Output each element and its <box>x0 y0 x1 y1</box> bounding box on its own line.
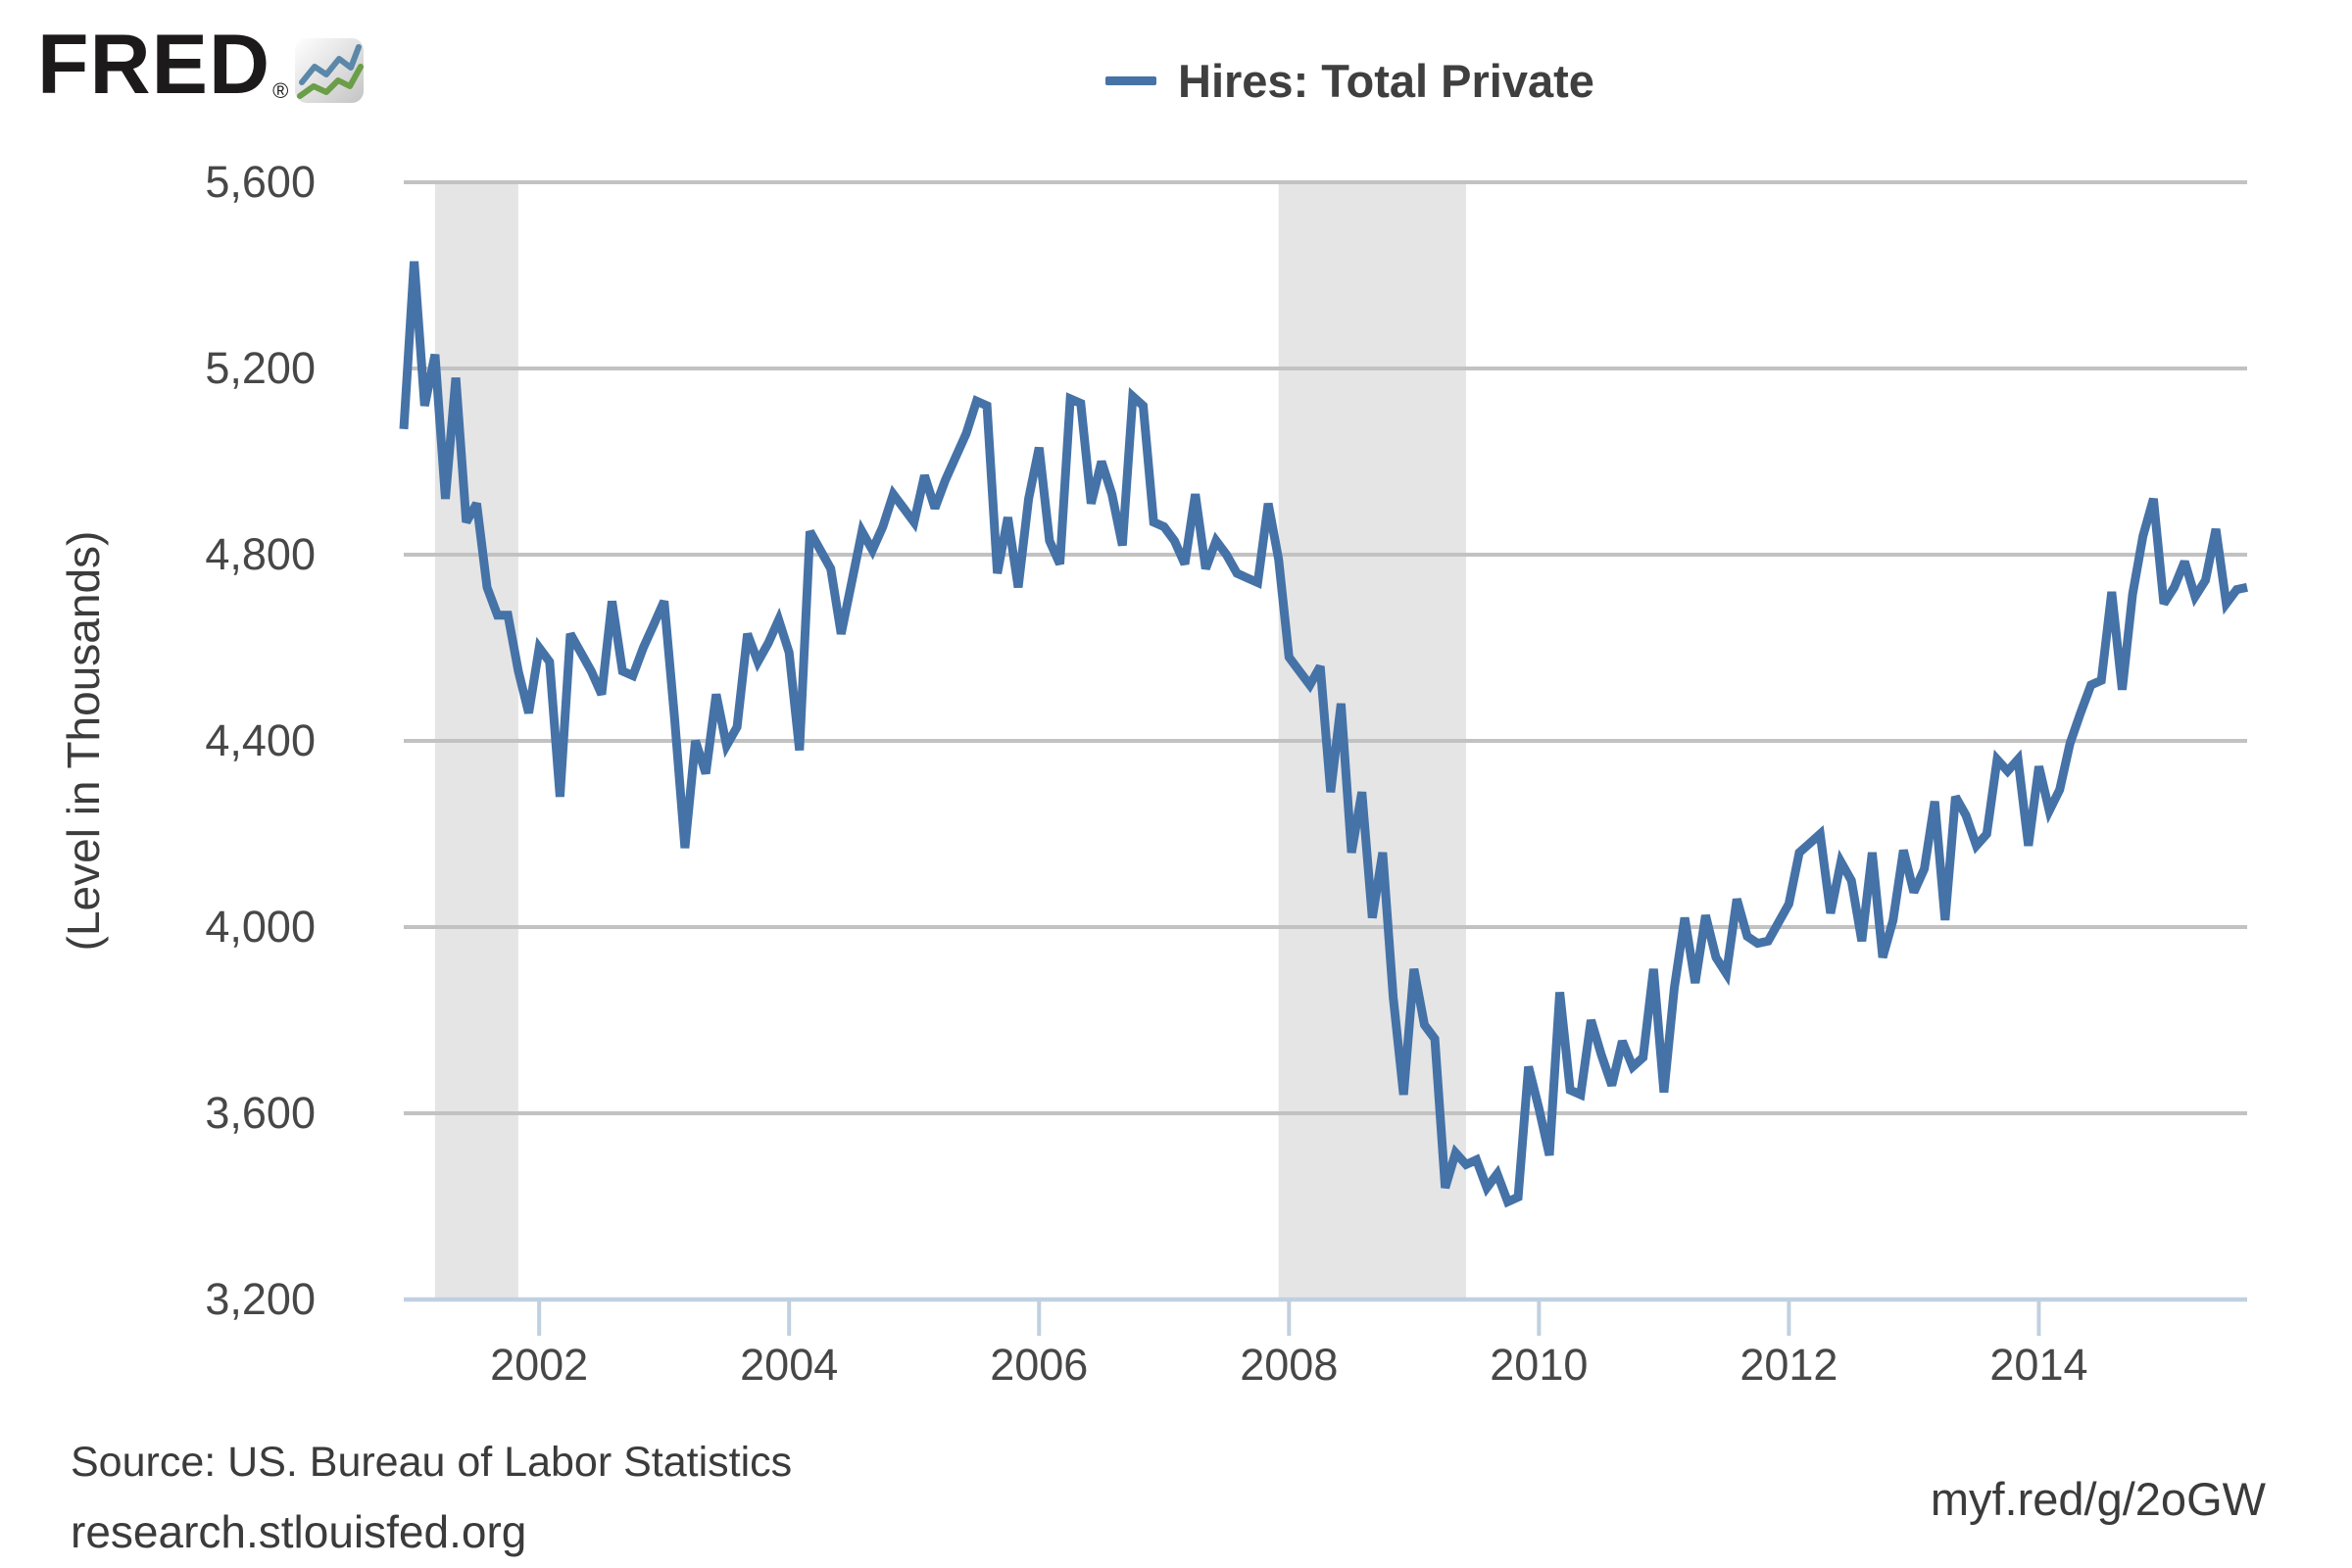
fred-logo-text: FRED <box>37 18 271 112</box>
legend-series-label: Hires: Total Private <box>1178 54 1594 107</box>
y-axis-tick-label: 4,400 <box>205 715 316 765</box>
y-axis-tick-label: 5,200 <box>205 343 316 393</box>
x-axis-tick-label: 2010 <box>1490 1340 1589 1390</box>
x-axis-tick-label: 2014 <box>1989 1340 2088 1390</box>
y-axis-tick-label: 3,600 <box>205 1088 316 1138</box>
y-axis-tick-label: 4,800 <box>205 529 316 579</box>
fred-logo: FRED ® <box>37 18 365 112</box>
x-axis-tick-label: 2004 <box>740 1340 839 1390</box>
source-note: Source: US. Bureau of Labor Statistics <box>71 1439 793 1486</box>
graph-short-url: myf.red/g/2oGW <box>1930 1473 2266 1525</box>
legend-line-swatch <box>1105 75 1156 85</box>
site-url: research.stlouisfed.org <box>71 1506 527 1557</box>
chart-legend: Hires: Total Private <box>1105 49 1594 112</box>
x-axis-tick-label: 2008 <box>1240 1340 1339 1390</box>
y-axis-tick-label: 3,200 <box>205 1274 316 1324</box>
y-axis-tick-label: 4,000 <box>205 902 316 952</box>
x-axis-tick-label: 2002 <box>490 1340 589 1390</box>
x-axis-tick-label: 2006 <box>990 1340 1089 1390</box>
registered-trademark-icon: ® <box>272 78 289 103</box>
x-axis-tick-label: 2012 <box>1740 1340 1838 1390</box>
fred-sparkline-icon <box>295 38 365 103</box>
data-line-hires-total-private <box>399 261 2248 1208</box>
y-axis-tick-label: 5,600 <box>205 157 316 207</box>
